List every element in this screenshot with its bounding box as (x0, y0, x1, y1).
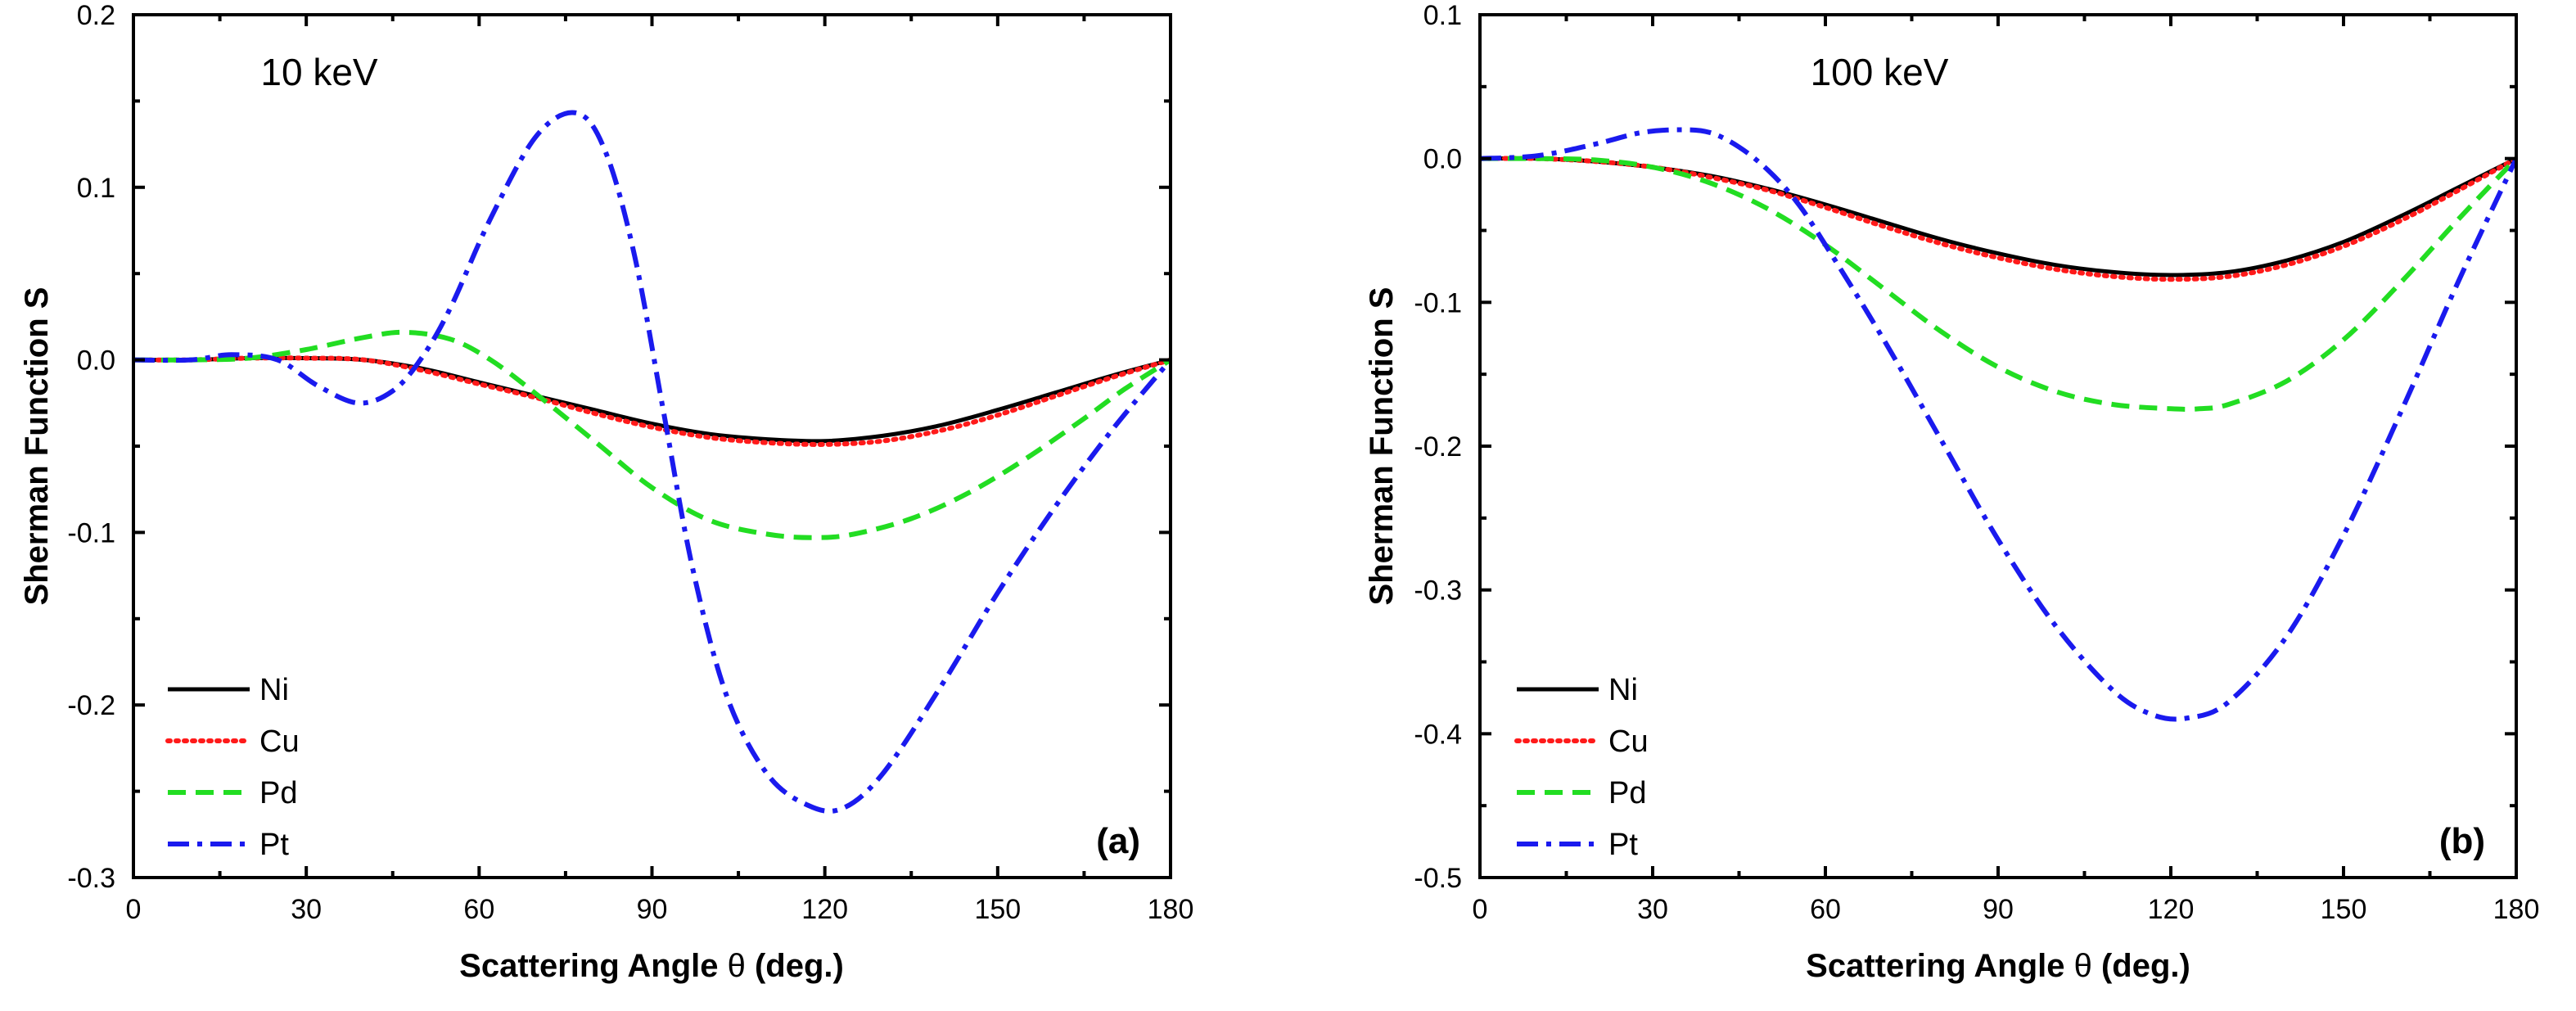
legend-label-ni-a: Ni (259, 673, 289, 707)
x-tick-label-a: 120 (801, 894, 848, 925)
series-line-pd-a (133, 329, 1171, 540)
y-tick-label-b: -0.3 (1414, 575, 1462, 607)
x-tick-label-b: 180 (2493, 894, 2540, 925)
x-tick-label-b: 30 (1637, 894, 1668, 925)
legend-label-cu-a: Cu (259, 724, 300, 759)
y-tick-label-a: 0.2 (77, 0, 115, 31)
x-tick-label-a: 90 (637, 894, 668, 925)
x-tick-label-a: 180 (1148, 894, 1194, 925)
legend-label-pt-a: Pt (259, 828, 289, 862)
legend-label-pd-b: Pd (1608, 776, 1646, 810)
x-tick-label-b: 0 (1473, 894, 1488, 925)
panel-label-a: (a) (1096, 821, 1140, 861)
x-tick-label-b: 60 (1810, 894, 1841, 925)
legend-label-cu-b: Cu (1608, 724, 1649, 759)
chart-panel-b: 0 30 60 90 120 150 180 -0.5 -0.4 -0.3 -0.2 -0.1 0.0 0… (1364, 0, 2540, 984)
x-tick-label-a: 0 (126, 894, 142, 925)
x-axis-label-a: Scattering Angle θ (deg.) (459, 948, 844, 984)
x-tick-label-b: 90 (1983, 894, 2014, 925)
series-line-pt-b (1480, 127, 2516, 722)
series-line-cu-a (133, 355, 1171, 447)
x-tick-label-b: 120 (2148, 894, 2195, 925)
chart-panel-a: 0 30 60 90 120 150 180 -0.3 -0.2 -0.1 0.0 0.1 0.2 Sca… (19, 0, 1194, 984)
energy-annotation-b: 100 keV (1811, 51, 1949, 93)
legend-label-pt-b: Pt (1608, 828, 1638, 862)
panel-label-b: (b) (2439, 821, 2485, 861)
legend-label-pd-a: Pd (259, 776, 297, 810)
series-line-pt-a (133, 110, 1171, 814)
y-axis-label-a: Sherman Function S (19, 287, 55, 606)
y-tick-label-b: -0.4 (1414, 719, 1462, 750)
y-tick-label-b: 0.1 (1423, 0, 1462, 31)
x-axis-label-b: Scattering Angle θ (deg.) (1806, 948, 2190, 984)
x-tick-label-a: 60 (463, 894, 494, 925)
x-tick-label-b: 150 (2321, 894, 2367, 925)
y-tick-label-a: 0.0 (77, 345, 115, 377)
energy-annotation-a: 10 keV (260, 51, 378, 93)
x-tick-label-a: 150 (974, 894, 1021, 925)
series-line-pd-b (1480, 156, 2516, 412)
y-tick-label-a: 0.1 (77, 173, 115, 204)
x-tick-label-a: 30 (291, 894, 322, 925)
series-line-cu-b (1480, 156, 2516, 282)
y-tick-label-b: -0.5 (1414, 863, 1462, 894)
y-tick-label-a: -0.3 (67, 863, 115, 894)
y-tick-label-b: -0.1 (1414, 287, 1462, 318)
y-tick-label-a: -0.2 (67, 690, 115, 721)
y-tick-label-b: 0.0 (1423, 144, 1462, 175)
legend-label-ni-b: Ni (1608, 673, 1638, 707)
y-tick-label-a: -0.1 (67, 517, 115, 548)
y-tick-label-b: -0.2 (1414, 431, 1462, 463)
y-axis-label-b: Sherman Function S (1364, 287, 1400, 606)
